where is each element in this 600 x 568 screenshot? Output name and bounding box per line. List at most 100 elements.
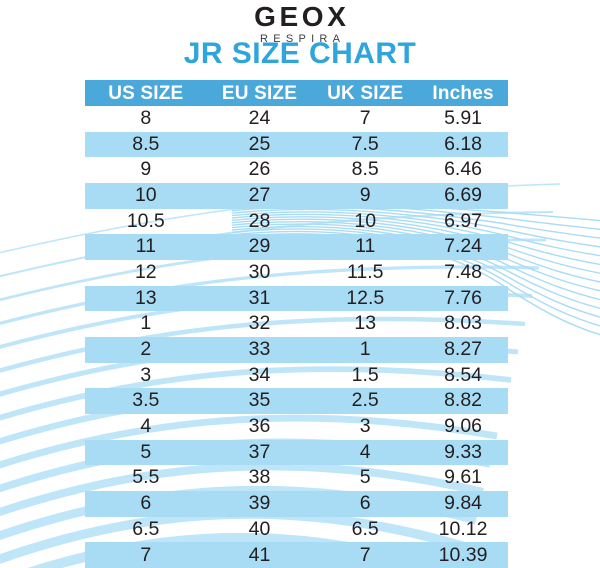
cell-eu-size: 34: [248, 363, 271, 386]
cell-eu-size: 25: [248, 132, 271, 155]
cell-eu-size: 37: [248, 440, 271, 463]
cell-us-size: 3: [140, 363, 152, 386]
table-row: 3.5 35 2.5 8.82: [85, 388, 508, 415]
cell-us-size: 5.5: [132, 466, 160, 489]
page-title: JR SIZE CHART: [183, 37, 417, 70]
table-header-row: US SIZE EU SIZE UK SIZE Inches: [85, 80, 508, 106]
table-row: 9 26 8.5 6.46: [85, 157, 508, 183]
table-row: 2 33 1 8.27: [85, 337, 508, 363]
cell-uk-size: 7: [359, 107, 371, 130]
cell-uk-size: 8.5: [351, 158, 379, 181]
cell-inches: 6.69: [444, 184, 483, 207]
cell-eu-size: 27: [248, 184, 271, 207]
column-header-uk-size: UK SIZE: [327, 82, 404, 104]
cell-inches: 8.27: [444, 338, 483, 361]
cell-inches: 8.54: [444, 363, 483, 386]
cell-uk-size: 12.5: [346, 286, 385, 309]
cell-inches: 6.97: [444, 209, 483, 232]
column-header-inches: Inches: [432, 82, 494, 104]
cell-uk-size: 7.5: [351, 132, 379, 155]
table-row: 12 30 11.5 7.48: [85, 260, 508, 286]
cell-uk-size: 4: [359, 440, 371, 463]
cell-uk-size: 1: [359, 338, 371, 361]
table-row: 7 41 7 10.39: [85, 542, 508, 568]
table-row: 13 31 12.5 7.76: [85, 285, 508, 312]
cell-us-size: 3.5: [132, 389, 160, 412]
cell-eu-size: 30: [248, 261, 271, 284]
cell-us-size: 13: [134, 286, 157, 309]
cell-uk-size: 2.5: [351, 389, 379, 412]
table-row: 6 39 6 9.84: [85, 491, 508, 517]
cell-inches: 5.91: [444, 107, 483, 130]
cell-us-size: 8: [140, 107, 152, 130]
cell-eu-size: 36: [248, 415, 271, 438]
cell-eu-size: 38: [248, 466, 271, 489]
cell-us-size: 6.5: [132, 517, 160, 540]
cell-us-size: 5: [140, 440, 152, 463]
size-table: US SIZE EU SIZE UK SIZE Inches 8 24 7 5.…: [85, 80, 508, 568]
table-row: 3 34 1.5 8.54: [85, 363, 508, 389]
cell-uk-size: 10: [354, 209, 377, 232]
cell-inches: 9.84: [444, 492, 483, 515]
cell-uk-size: 6.5: [351, 517, 379, 540]
cell-inches: 8.03: [444, 312, 483, 335]
table-row: 5.5 38 5 9.61: [85, 465, 508, 491]
cell-uk-size: 11: [355, 235, 376, 258]
cell-eu-size: 28: [248, 209, 271, 232]
cell-uk-size: 1.5: [351, 363, 379, 386]
cell-uk-size: 9: [359, 184, 371, 207]
column-header-eu-size: EU SIZE: [221, 82, 298, 104]
brand-logo: GEOX: [254, 1, 350, 32]
table-row: 4 36 3 9.06: [85, 414, 508, 440]
cell-inches: 9.33: [444, 440, 483, 463]
table-body: 8 24 7 5.91 8.5 25 7.5 6.18 9 26 8.5 6.4…: [85, 106, 508, 568]
cell-eu-size: 41: [248, 543, 271, 566]
cell-eu-size: 33: [248, 338, 271, 361]
table-row: 10.5 28 10 6.97: [85, 209, 508, 235]
cell-uk-size: 11.5: [346, 261, 384, 284]
cell-uk-size: 13: [354, 312, 377, 335]
cell-uk-size: 3: [359, 415, 371, 438]
table-row: 5 37 4 9.33: [85, 439, 508, 466]
cell-us-size: 7: [140, 543, 152, 566]
cell-eu-size: 32: [248, 312, 271, 335]
cell-uk-size: 7: [359, 543, 371, 566]
cell-us-size: 10: [134, 184, 157, 207]
cell-us-size: 1: [140, 312, 152, 335]
cell-inches: 10.12: [438, 517, 488, 540]
cell-uk-size: 6: [359, 492, 371, 515]
cell-us-size: 11: [135, 235, 156, 258]
cell-us-size: 9: [140, 158, 152, 181]
cell-inches: 6.18: [444, 132, 483, 155]
cell-eu-size: 26: [248, 158, 271, 181]
cell-inches: 9.06: [444, 415, 483, 438]
cell-inches: 9.61: [444, 466, 483, 489]
cell-eu-size: 35: [248, 389, 271, 412]
brand-block: GEOX RESPIRA: [0, 3, 600, 45]
cell-inches: 8.82: [444, 389, 483, 412]
brand-tagline: RESPIRA: [260, 33, 346, 45]
cell-eu-size: 39: [248, 492, 271, 515]
cell-eu-size: 31: [248, 286, 271, 309]
table-row: 8 24 7 5.91: [85, 106, 508, 132]
table-row: 8.5 25 7.5 6.18: [85, 131, 508, 158]
cell-us-size: 10.5: [126, 209, 165, 232]
cell-eu-size: 40: [248, 517, 271, 540]
cell-us-size: 4: [140, 415, 152, 438]
table-row: 10 27 9 6.69: [85, 183, 508, 209]
cell-us-size: 6: [140, 492, 152, 515]
cell-us-size: 12: [134, 261, 157, 284]
cell-inches: 7.76: [444, 286, 483, 309]
table-row: 6.5 40 6.5 10.12: [85, 517, 508, 543]
cell-us-size: 8.5: [132, 132, 160, 155]
table-row: 1 32 13 8.03: [85, 311, 508, 337]
column-header-us-size: US SIZE: [108, 82, 184, 104]
cell-eu-size: 24: [248, 107, 271, 130]
cell-eu-size: 29: [248, 235, 271, 258]
cell-us-size: 2: [140, 338, 152, 361]
cell-inches: 6.46: [444, 158, 483, 181]
cell-inches: 7.24: [444, 235, 483, 258]
cell-uk-size: 5: [359, 466, 371, 489]
cell-inches: 10.39: [438, 543, 488, 566]
